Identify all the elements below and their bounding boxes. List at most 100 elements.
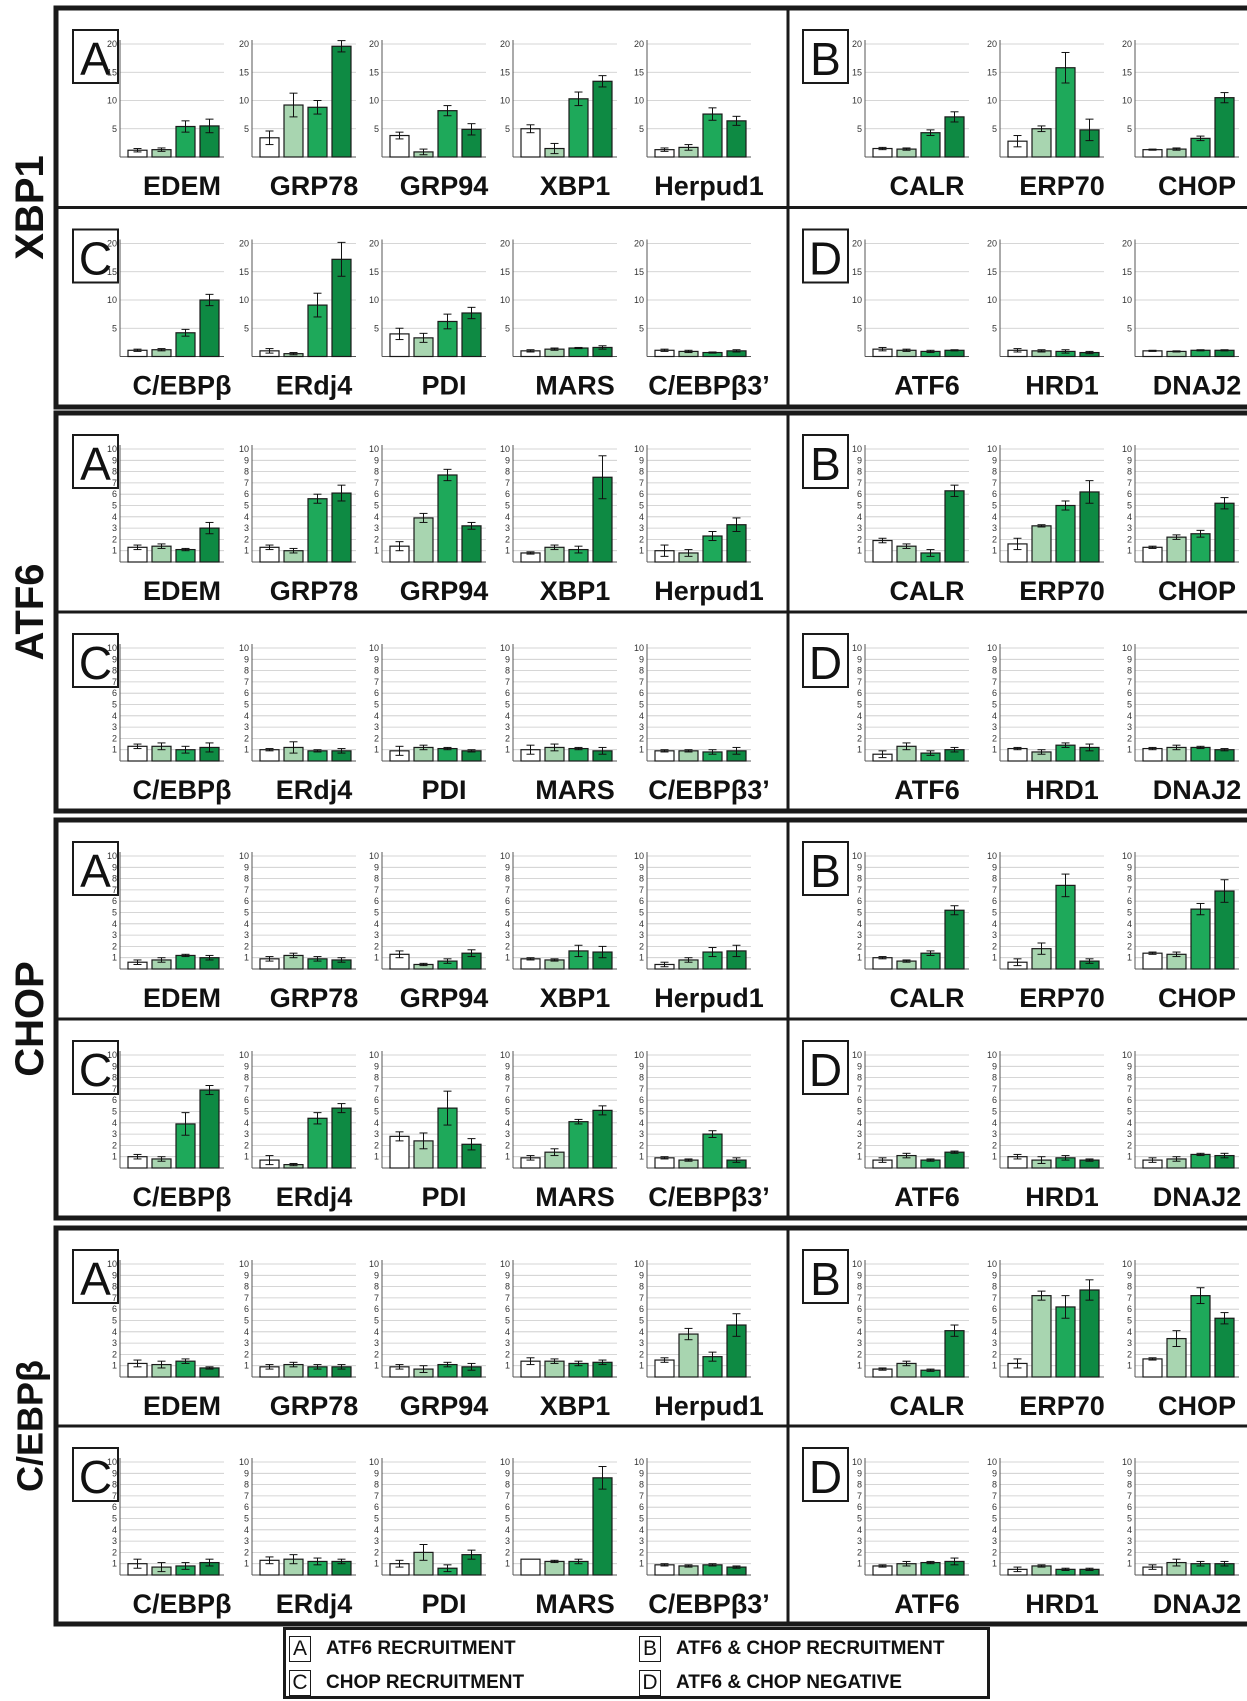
gene-label: ERP70 [1019,1391,1105,1421]
y-tick-label: 6 [857,896,862,906]
y-tick-label: 3 [505,1536,510,1546]
y-tick-label: 2 [112,1140,117,1150]
y-tick-label: 4 [857,1118,862,1128]
y-tick-label: 10 [852,1457,862,1467]
bar [259,749,280,762]
y-tick-label: 6 [639,1502,644,1512]
y-tick-label: 5 [112,501,117,511]
y-tick-label: 9 [639,1468,644,1478]
y-tick-label: 2 [505,1140,510,1150]
y-tick-label: 4 [1127,1327,1132,1337]
y-tick-label: 3 [857,1129,862,1139]
gene-label: CHOP [1158,171,1236,201]
panel-letter-a: A [80,1253,111,1305]
y-tick-label: 1 [1127,1361,1132,1371]
y-tick-label: 3 [639,523,644,533]
section-title: ATF6 [8,563,52,660]
panel-box-d [802,633,849,688]
y-tick-label: 6 [374,1502,379,1512]
y-tick-label: 10 [107,1050,117,1060]
y-tick-label: 3 [992,1338,997,1348]
gene-label: EDEM [143,1391,221,1421]
y-tick-label: 15 [634,267,644,277]
chart-c-ebp-3: 20 15 10 5 C/EBPβ3’ [634,239,770,401]
gene-label: C/EBPβ [133,775,232,805]
y-tick-label: 3 [857,1338,862,1348]
y-tick-label: 6 [505,489,510,499]
y-tick-label: 6 [992,1304,997,1314]
y-tick-label: 5 [112,1514,117,1524]
bar [592,1109,613,1169]
y-tick-label: 8 [244,1480,249,1490]
y-tick-label: 7 [374,677,379,687]
gene-label: HRD1 [1025,1589,1099,1619]
chart-herpud1: 20 15 10 5 Herpud1 [634,39,764,201]
y-tick-label: 9 [639,1270,644,1280]
y-tick-label: 2 [639,534,644,544]
y-tick-label: 7 [374,478,379,488]
y-tick-label: 5 [639,1514,644,1524]
y-tick-label: 4 [374,919,379,929]
y-tick-label: 5 [1127,908,1132,918]
y-tick-label: 4 [1127,919,1132,929]
y-tick-label: 15 [239,67,249,77]
y-tick-label: 2 [992,1140,997,1150]
y-tick-label: 2 [639,941,644,951]
y-tick-label: 2 [992,534,997,544]
y-tick-label: 5 [992,700,997,710]
y-tick-label: 8 [992,874,997,884]
y-tick-label: 1 [374,1152,379,1162]
y-tick-label: 8 [112,467,117,477]
y-tick-label: 8 [112,1480,117,1490]
y-tick-label: 6 [112,688,117,698]
gene-label: MARS [535,1182,615,1212]
y-tick-label: 2 [244,1349,249,1359]
y-tick-label: 6 [244,1304,249,1314]
bar [461,525,482,563]
y-tick-label: 15 [107,267,117,277]
y-tick-label: 1 [1127,745,1132,755]
y-tick-label: 9 [374,654,379,664]
y-tick-label: 5 [112,908,117,918]
y-tick-label: 2 [505,1547,510,1557]
y-tick-label: 7 [505,478,510,488]
y-tick-label: 5 [1127,501,1132,511]
y-tick-label: 7 [857,1084,862,1094]
chart-xbp1: 20 15 10 5 XBP1 [500,39,617,201]
y-tick-label: 5 [857,1316,862,1326]
bar [175,548,196,563]
y-tick-label: 9 [1127,455,1132,465]
gene-label: HRD1 [1025,775,1099,805]
y-tick-label: 9 [505,862,510,872]
y-tick-label: 9 [112,1061,117,1071]
y-tick-label: 15 [369,267,379,277]
y-tick-label: 7 [505,1491,510,1501]
legend-item-c: C CHOP RECRUITMENT [289,1668,524,1698]
y-tick-label: 5 [374,1316,379,1326]
y-tick-label: 20 [987,39,997,49]
y-tick-label: 5 [857,323,862,333]
bar [1166,536,1187,563]
y-tick-label: 3 [244,1536,249,1546]
y-tick-label: 9 [857,1468,862,1478]
y-tick-label: 7 [1127,478,1132,488]
y-tick-label: 10 [634,851,644,861]
y-tick-label: 4 [112,1118,117,1128]
y-tick-label: 1 [112,546,117,556]
y-tick-label: 9 [992,1270,997,1280]
bar [1190,1153,1211,1169]
y-tick-label: 5 [244,501,249,511]
panel-letter-c: C [79,233,112,285]
y-tick-label: 10 [107,1457,117,1467]
y-tick-label: 10 [500,851,510,861]
y-tick-label: 5 [505,1514,510,1524]
